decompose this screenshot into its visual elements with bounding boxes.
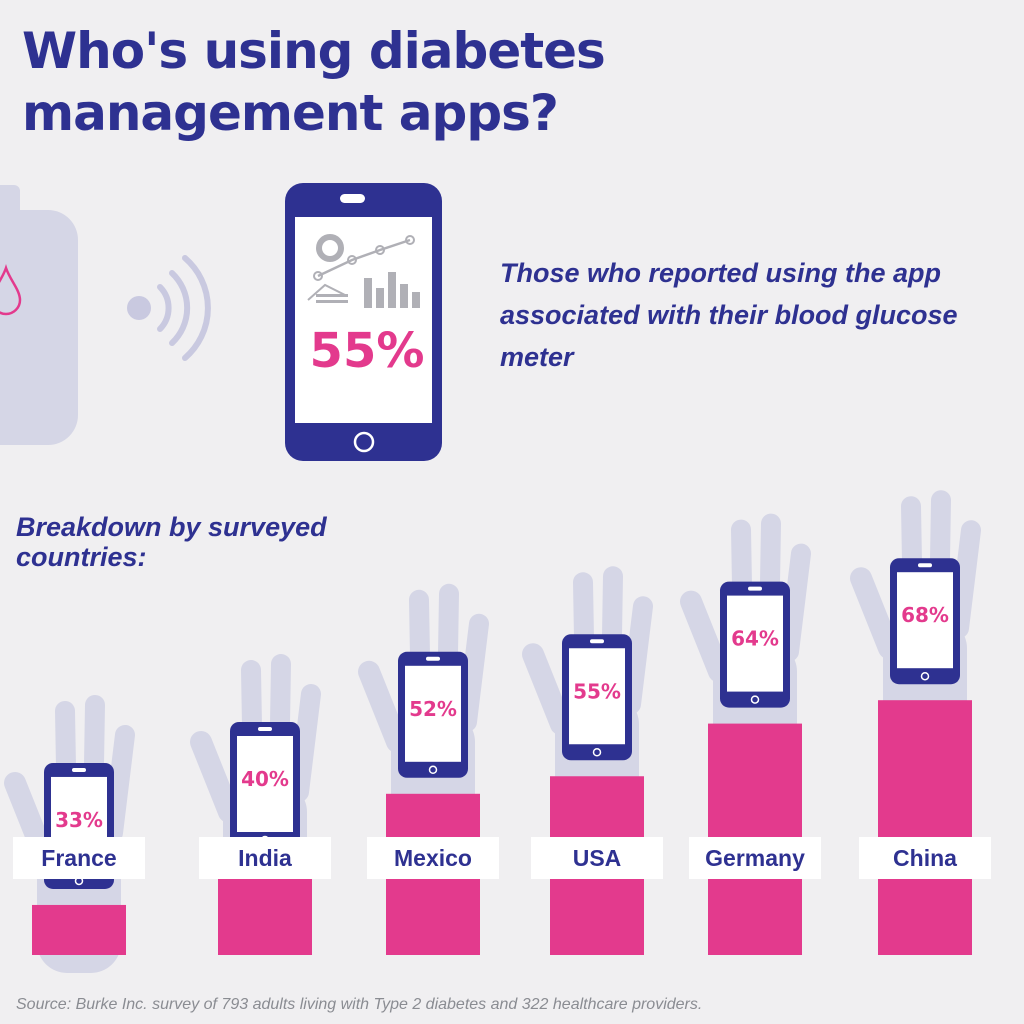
bar-group-usa: 55% USA bbox=[522, 566, 663, 955]
value-label: 52% bbox=[409, 697, 457, 721]
category-label: France bbox=[41, 845, 116, 871]
value-label: 40% bbox=[241, 767, 289, 791]
glucose-meter-icon bbox=[0, 185, 78, 445]
country-label: USA bbox=[531, 837, 663, 879]
value-label: 64% bbox=[731, 627, 779, 651]
country-label: China bbox=[859, 837, 991, 879]
category-label: India bbox=[238, 845, 292, 871]
category-label: USA bbox=[573, 845, 622, 871]
bar-group-india: 40% India bbox=[190, 654, 331, 955]
hero-percentage: 55% bbox=[310, 323, 425, 379]
value-label: 68% bbox=[901, 603, 949, 627]
bar-france bbox=[32, 904, 126, 955]
phone-icon bbox=[720, 581, 790, 708]
phone-icon bbox=[562, 634, 632, 761]
hero-description: Those who reported using the app associa… bbox=[500, 258, 958, 372]
bar-group-china: 68% China bbox=[850, 490, 991, 955]
value-label: 55% bbox=[573, 679, 621, 703]
country-label: France bbox=[13, 837, 145, 879]
wireless-signal-icon bbox=[127, 255, 211, 361]
phone-icon bbox=[230, 722, 300, 848]
country-label: India bbox=[199, 837, 331, 879]
bar-group-mexico: 52% Mexico bbox=[358, 583, 499, 955]
page-title: Who's using diabetes management apps? bbox=[22, 22, 606, 142]
source-note: Source: Burke Inc. survey of 793 adults … bbox=[16, 996, 703, 1013]
bar-group-germany: 64% Germany bbox=[680, 513, 821, 955]
breakdown-title: Breakdown by surveyed countries: bbox=[16, 512, 327, 572]
bar-group-france: 33% France bbox=[4, 694, 145, 973]
category-label: Germany bbox=[705, 845, 805, 871]
value-label: 33% bbox=[55, 808, 103, 832]
hero-phone-icon: 55% bbox=[285, 183, 442, 461]
country-label: Germany bbox=[689, 837, 821, 879]
country-label: Mexico bbox=[367, 837, 499, 879]
bar-india bbox=[218, 864, 312, 955]
category-label: China bbox=[893, 845, 957, 871]
phone-icon bbox=[890, 558, 960, 685]
bar-china bbox=[878, 700, 972, 955]
bar-chart: 33% France 40% India 52% Mexico 55% USA 64% Germa… bbox=[4, 490, 991, 973]
phone-icon bbox=[398, 651, 468, 778]
category-label: Mexico bbox=[394, 845, 472, 871]
